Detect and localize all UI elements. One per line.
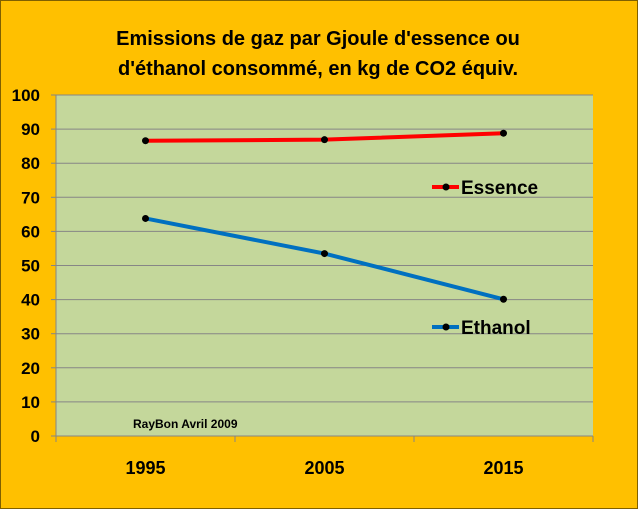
data-point-ethanol <box>500 295 507 303</box>
y-tick-label: 70 <box>21 188 40 207</box>
data-point-essence <box>321 136 328 144</box>
x-tick-label: 2005 <box>304 458 344 478</box>
data-point-essence <box>500 129 507 137</box>
chart-title-line-2: d'éthanol consommé, en kg de CO2 équiv. <box>118 58 518 80</box>
y-tick-label: 10 <box>21 393 40 412</box>
x-tick-label: 2015 <box>483 458 523 478</box>
author-annotation: RayBon Avril 2009 <box>133 417 238 431</box>
x-tick-label: 1995 <box>125 458 165 478</box>
chart-title-line-1: Emissions de gaz par Gjoule d'essence ou <box>116 28 520 50</box>
legend-label-essence: Essence <box>461 178 538 199</box>
y-tick-label: 60 <box>21 222 40 241</box>
legend-marker <box>442 323 450 331</box>
y-tick-label: 30 <box>21 325 40 344</box>
data-point-ethanol <box>321 250 328 258</box>
y-tick-label: 20 <box>21 359 40 378</box>
y-tick-label: 100 <box>12 86 40 105</box>
data-point-essence <box>142 137 149 145</box>
y-tick-label: 0 <box>31 427 40 446</box>
legend-label-ethanol: Ethanol <box>461 318 531 339</box>
y-tick-label: 80 <box>21 154 40 173</box>
legend-marker <box>442 183 450 191</box>
y-tick-label: 90 <box>21 120 40 139</box>
data-point-ethanol <box>142 214 149 222</box>
y-tick-label: 50 <box>21 257 40 276</box>
y-tick-label: 40 <box>21 291 40 310</box>
